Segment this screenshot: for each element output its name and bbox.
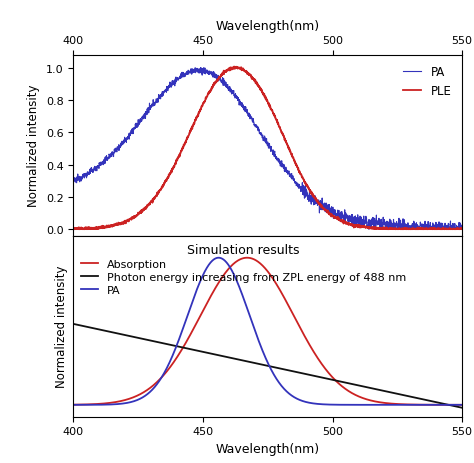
- Photon energy increasing from ZPL energy of 488 nm: [448, 403, 454, 408]
- Photon energy increasing from ZPL energy of 488 nm: [459, 405, 465, 411]
- Absorption: [91, 401, 96, 407]
- Absorption: [377, 400, 383, 405]
- PA: [249, 321, 255, 326]
- Absorption: [448, 402, 454, 408]
- PA: [366, 227, 372, 232]
- PA: [91, 168, 96, 173]
- PA: [71, 402, 76, 408]
- Line: Photon energy increasing from ZPL energy of 488 nm: Photon energy increasing from ZPL energy…: [73, 324, 462, 408]
- PA: [448, 402, 454, 408]
- Photon energy increasing from ZPL energy of 488 nm: [260, 362, 265, 368]
- PA: [377, 402, 383, 408]
- PA: [448, 227, 454, 232]
- Legend: PA, PLE: PA, PLE: [399, 62, 456, 103]
- PA: [198, 66, 204, 71]
- Absorption: [448, 402, 454, 408]
- Absorption: [459, 402, 465, 408]
- PLE: [448, 227, 454, 232]
- PA: [249, 119, 255, 125]
- PA: [377, 217, 383, 223]
- Photon energy increasing from ZPL energy of 488 nm: [91, 325, 96, 331]
- Line: PA: PA: [73, 258, 462, 405]
- Line: PLE: PLE: [73, 68, 462, 230]
- PLE: [260, 91, 265, 97]
- Absorption: [71, 402, 76, 407]
- Photon energy increasing from ZPL energy of 488 nm: [71, 321, 76, 327]
- Photon energy increasing from ZPL energy of 488 nm: [249, 360, 255, 365]
- PA: [91, 402, 96, 408]
- PA: [260, 349, 265, 354]
- PLE: [71, 227, 76, 232]
- PLE: [377, 227, 383, 232]
- PLE: [91, 226, 96, 232]
- PLE: [231, 65, 237, 70]
- Y-axis label: Normalized intensity: Normalized intensity: [55, 265, 68, 388]
- PLE: [249, 75, 255, 81]
- PA: [459, 402, 465, 408]
- PA: [216, 256, 221, 261]
- Absorption: [260, 263, 265, 269]
- PLE: [459, 226, 465, 232]
- PA: [448, 402, 454, 408]
- X-axis label: Wavelength(nm): Wavelength(nm): [216, 20, 320, 33]
- PA: [260, 133, 265, 138]
- PA: [448, 226, 454, 232]
- X-axis label: Wavelength(nm): Wavelength(nm): [216, 442, 320, 455]
- PA: [459, 223, 465, 228]
- Legend: Absorption, Photon energy increasing from ZPL energy of 488 nm, PA: Absorption, Photon energy increasing fro…: [77, 239, 410, 300]
- Line: PA: PA: [73, 69, 462, 230]
- Photon energy increasing from ZPL energy of 488 nm: [377, 388, 383, 393]
- Absorption: [249, 257, 255, 262]
- PA: [71, 179, 76, 185]
- Absorption: [244, 256, 250, 261]
- Y-axis label: Normalized intensity: Normalized intensity: [27, 85, 40, 207]
- PLE: [448, 227, 454, 232]
- Line: Absorption: Absorption: [73, 258, 462, 405]
- Photon energy increasing from ZPL energy of 488 nm: [448, 403, 454, 408]
